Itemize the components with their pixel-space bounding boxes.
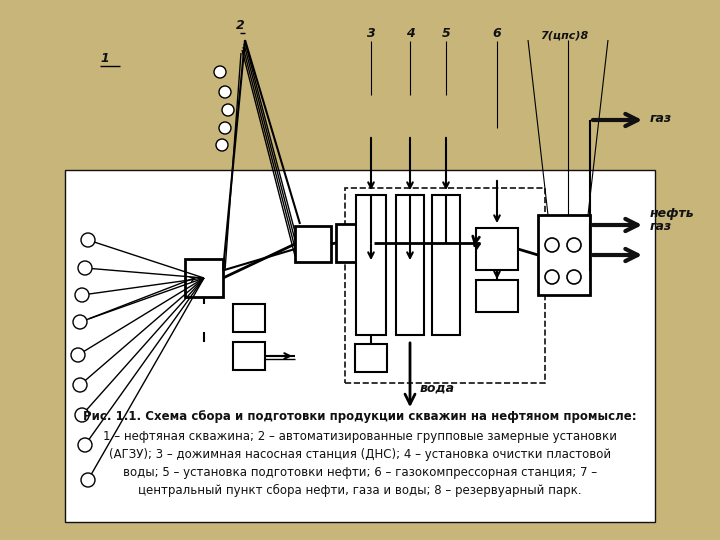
Bar <box>65 170 655 522</box>
Bar <box>476 228 518 270</box>
Bar <box>185 259 223 297</box>
Bar <box>345 188 545 383</box>
Circle shape <box>73 315 87 329</box>
Bar <box>233 342 265 370</box>
Text: газ: газ <box>650 220 672 233</box>
Text: 5: 5 <box>441 27 451 40</box>
Text: нефть: нефть <box>650 206 695 219</box>
Circle shape <box>78 438 92 452</box>
Bar <box>432 195 460 335</box>
Circle shape <box>73 378 87 392</box>
Bar <box>233 304 265 332</box>
Bar <box>538 215 590 295</box>
Text: воды; 5 – установка подготовки нефти; 6 – газокомпрессорная станция; 7 –: воды; 5 – установка подготовки нефти; 6 … <box>123 466 597 479</box>
Bar <box>356 195 386 335</box>
Bar <box>355 344 387 372</box>
Text: 6: 6 <box>492 27 501 40</box>
Circle shape <box>78 261 92 275</box>
Text: 1 – нефтяная скважина; 2 – автоматизированные групповые замерные установки: 1 – нефтяная скважина; 2 – автоматизиров… <box>103 430 617 443</box>
Circle shape <box>81 233 95 247</box>
Circle shape <box>219 86 231 98</box>
Text: 4: 4 <box>405 27 415 40</box>
Circle shape <box>567 238 581 252</box>
Bar <box>396 195 424 335</box>
Text: 3: 3 <box>366 27 375 40</box>
Text: 7(цпс)8: 7(цпс)8 <box>540 30 588 40</box>
Circle shape <box>567 270 581 284</box>
Text: 2: 2 <box>235 19 244 32</box>
Circle shape <box>71 348 85 362</box>
Bar <box>476 280 518 312</box>
Circle shape <box>216 139 228 151</box>
Circle shape <box>75 288 89 302</box>
Text: (АГЗУ); 3 – дожимная насосная станция (ДНС); 4 – установка очистки пластовой: (АГЗУ); 3 – дожимная насосная станция (Д… <box>109 448 611 461</box>
Circle shape <box>545 238 559 252</box>
Circle shape <box>545 270 559 284</box>
Text: центральный пункт сбора нефти, газа и воды; 8 – резервуарный парк.: центральный пункт сбора нефти, газа и во… <box>138 484 582 497</box>
Bar <box>336 224 374 262</box>
Text: газ: газ <box>650 111 672 125</box>
Circle shape <box>75 408 89 422</box>
Text: вода: вода <box>420 381 455 395</box>
Circle shape <box>81 473 95 487</box>
Text: Рис. 1.1. Схема сбора и подготовки продукции скважин на нефтяном промысле:: Рис. 1.1. Схема сбора и подготовки проду… <box>84 410 636 423</box>
Circle shape <box>214 66 226 78</box>
Circle shape <box>219 122 231 134</box>
Bar <box>295 226 331 262</box>
Text: 1: 1 <box>100 52 109 65</box>
Circle shape <box>222 104 234 116</box>
